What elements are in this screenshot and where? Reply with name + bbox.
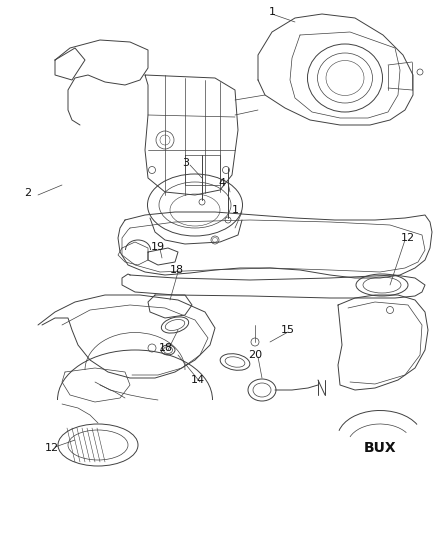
Text: BUX: BUX [364,441,396,455]
Text: 15: 15 [281,325,295,335]
Text: 18: 18 [159,343,173,353]
Text: 3: 3 [183,158,190,168]
Text: 19: 19 [151,242,165,252]
Text: 4: 4 [219,178,226,188]
Text: 20: 20 [248,350,262,360]
Text: 1: 1 [268,7,276,17]
Text: 14: 14 [191,375,205,385]
Text: 2: 2 [25,188,32,198]
Text: 12: 12 [45,443,59,453]
Text: 1: 1 [232,205,239,215]
Text: 18: 18 [170,265,184,275]
Text: 12: 12 [401,233,415,243]
